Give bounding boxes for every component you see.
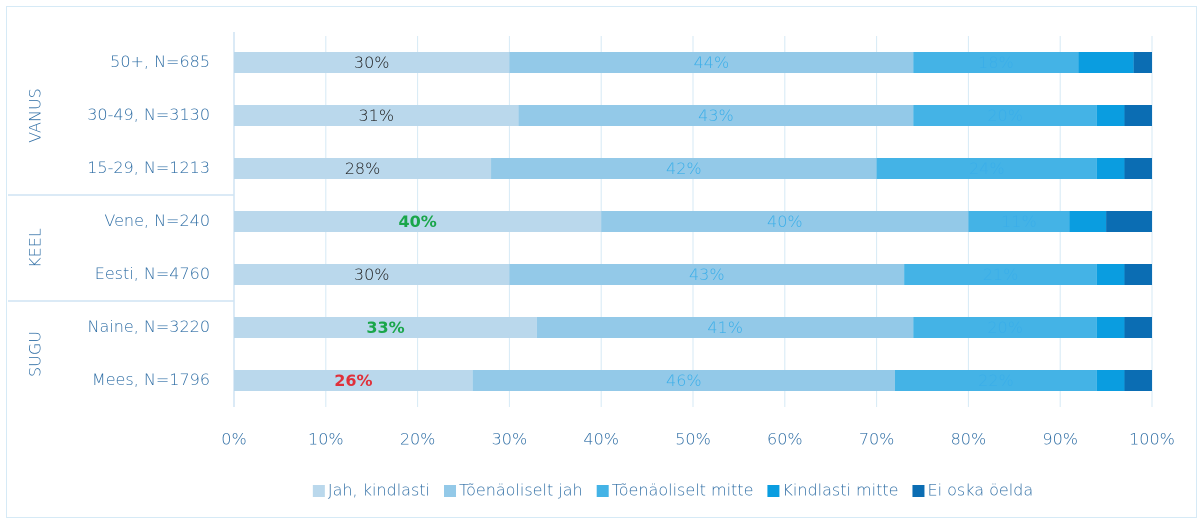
bar-segment bbox=[491, 158, 877, 179]
group-label: VANUS bbox=[26, 88, 45, 143]
data-label: 22% bbox=[978, 371, 1014, 390]
data-label: 40% bbox=[398, 212, 436, 231]
category-label: Eesti, N=4760 bbox=[95, 264, 210, 283]
data-label: 28% bbox=[345, 159, 381, 178]
category-label: 30-49, N=3130 bbox=[87, 105, 210, 124]
bar-segment bbox=[234, 105, 519, 126]
bar-segment bbox=[601, 211, 969, 232]
bar-segment bbox=[234, 52, 510, 73]
category-label: Naine, N=3220 bbox=[88, 317, 210, 336]
bar-segment bbox=[536, 317, 914, 338]
x-tick-label: 50% bbox=[675, 430, 711, 449]
bar-segment bbox=[1124, 105, 1152, 126]
bar-segment bbox=[1096, 105, 1125, 126]
bar-segment bbox=[913, 317, 1097, 338]
bar-segment bbox=[234, 370, 473, 391]
legend: Jah, kindlasti Tõenäoliselt jah Tõenäolise… bbox=[312, 481, 1033, 500]
category-label: 15-29, N=1213 bbox=[87, 158, 210, 177]
legend-label: Ei oska öelda bbox=[927, 481, 1033, 500]
x-tick-label: 20% bbox=[400, 430, 436, 449]
data-label: 42% bbox=[666, 159, 702, 178]
legend-swatch bbox=[444, 485, 457, 497]
data-label: 20% bbox=[987, 106, 1023, 125]
legend-swatch bbox=[767, 485, 780, 497]
data-label: 44% bbox=[694, 53, 730, 72]
bar-segment bbox=[913, 105, 1097, 126]
bar-segment bbox=[234, 317, 537, 338]
legend-swatch bbox=[912, 485, 925, 497]
bar-segment bbox=[1096, 317, 1125, 338]
bar-segment bbox=[234, 158, 492, 179]
data-label: 18% bbox=[978, 53, 1014, 72]
data-label: 30% bbox=[354, 265, 390, 284]
bar-segment bbox=[234, 264, 510, 285]
bar-segment bbox=[1124, 264, 1152, 285]
data-label: 43% bbox=[689, 265, 725, 284]
data-label: 20% bbox=[987, 318, 1023, 337]
data-label: 24% bbox=[969, 159, 1005, 178]
x-tick-label: 40% bbox=[583, 430, 619, 449]
legend-swatch bbox=[312, 485, 325, 497]
x-tick-label: 30% bbox=[492, 430, 528, 449]
bar-segment bbox=[894, 370, 1097, 391]
legend-label: Tõenäoliselt jah bbox=[459, 481, 583, 500]
bar-segment bbox=[1124, 158, 1152, 179]
data-label: 33% bbox=[366, 318, 404, 337]
data-label: 40% bbox=[767, 212, 803, 231]
data-label: 30% bbox=[354, 53, 390, 72]
bar-segment bbox=[1069, 211, 1107, 232]
data-label: 11% bbox=[1001, 212, 1037, 231]
x-tick-label: 70% bbox=[859, 430, 895, 449]
bar-segment bbox=[1124, 370, 1152, 391]
bar-segment bbox=[1096, 264, 1125, 285]
bar-segment bbox=[1096, 158, 1125, 179]
bar-segment bbox=[1124, 317, 1152, 338]
data-label: 21% bbox=[983, 265, 1019, 284]
bar-segment bbox=[913, 52, 1079, 73]
bar-segment bbox=[509, 52, 914, 73]
data-label: 26% bbox=[334, 371, 372, 390]
data-label: 46% bbox=[666, 371, 702, 390]
legend-label: Kindlasti mitte bbox=[782, 481, 898, 500]
x-tick-label: 100% bbox=[1129, 430, 1175, 449]
bar-segment bbox=[876, 158, 1097, 179]
category-label: Mees, N=1796 bbox=[92, 370, 210, 389]
x-tick-label: 10% bbox=[308, 430, 344, 449]
x-tick-label: 60% bbox=[767, 430, 803, 449]
x-tick-label: 80% bbox=[951, 430, 987, 449]
bar-segment bbox=[1078, 52, 1134, 73]
group-label: KEEL bbox=[26, 228, 45, 268]
legend-label: Jah, kindlasti bbox=[328, 481, 430, 500]
category-label: Vene, N=240 bbox=[104, 211, 210, 230]
data-label: 41% bbox=[707, 318, 743, 337]
bar-segment bbox=[518, 105, 914, 126]
bar-segment bbox=[968, 211, 1070, 232]
data-label: 43% bbox=[698, 106, 734, 125]
x-tick-label: 0% bbox=[221, 430, 246, 449]
bar-segment bbox=[1096, 370, 1125, 391]
bar-segment bbox=[472, 370, 895, 391]
chart-border bbox=[6, 6, 1197, 518]
data-label: 31% bbox=[359, 106, 395, 125]
bar-segment bbox=[509, 264, 905, 285]
category-label: 50+, N=685 bbox=[110, 52, 210, 71]
bar-segment bbox=[234, 211, 602, 232]
bar-segment bbox=[1133, 52, 1152, 73]
x-tick-label: 90% bbox=[1042, 430, 1078, 449]
bar-segment bbox=[1106, 211, 1152, 232]
group-label: SUGU bbox=[26, 331, 45, 377]
legend-label: Tõenäoliselt mitte bbox=[612, 481, 754, 500]
bar-segment bbox=[904, 264, 1097, 285]
legend-swatch bbox=[596, 485, 609, 497]
